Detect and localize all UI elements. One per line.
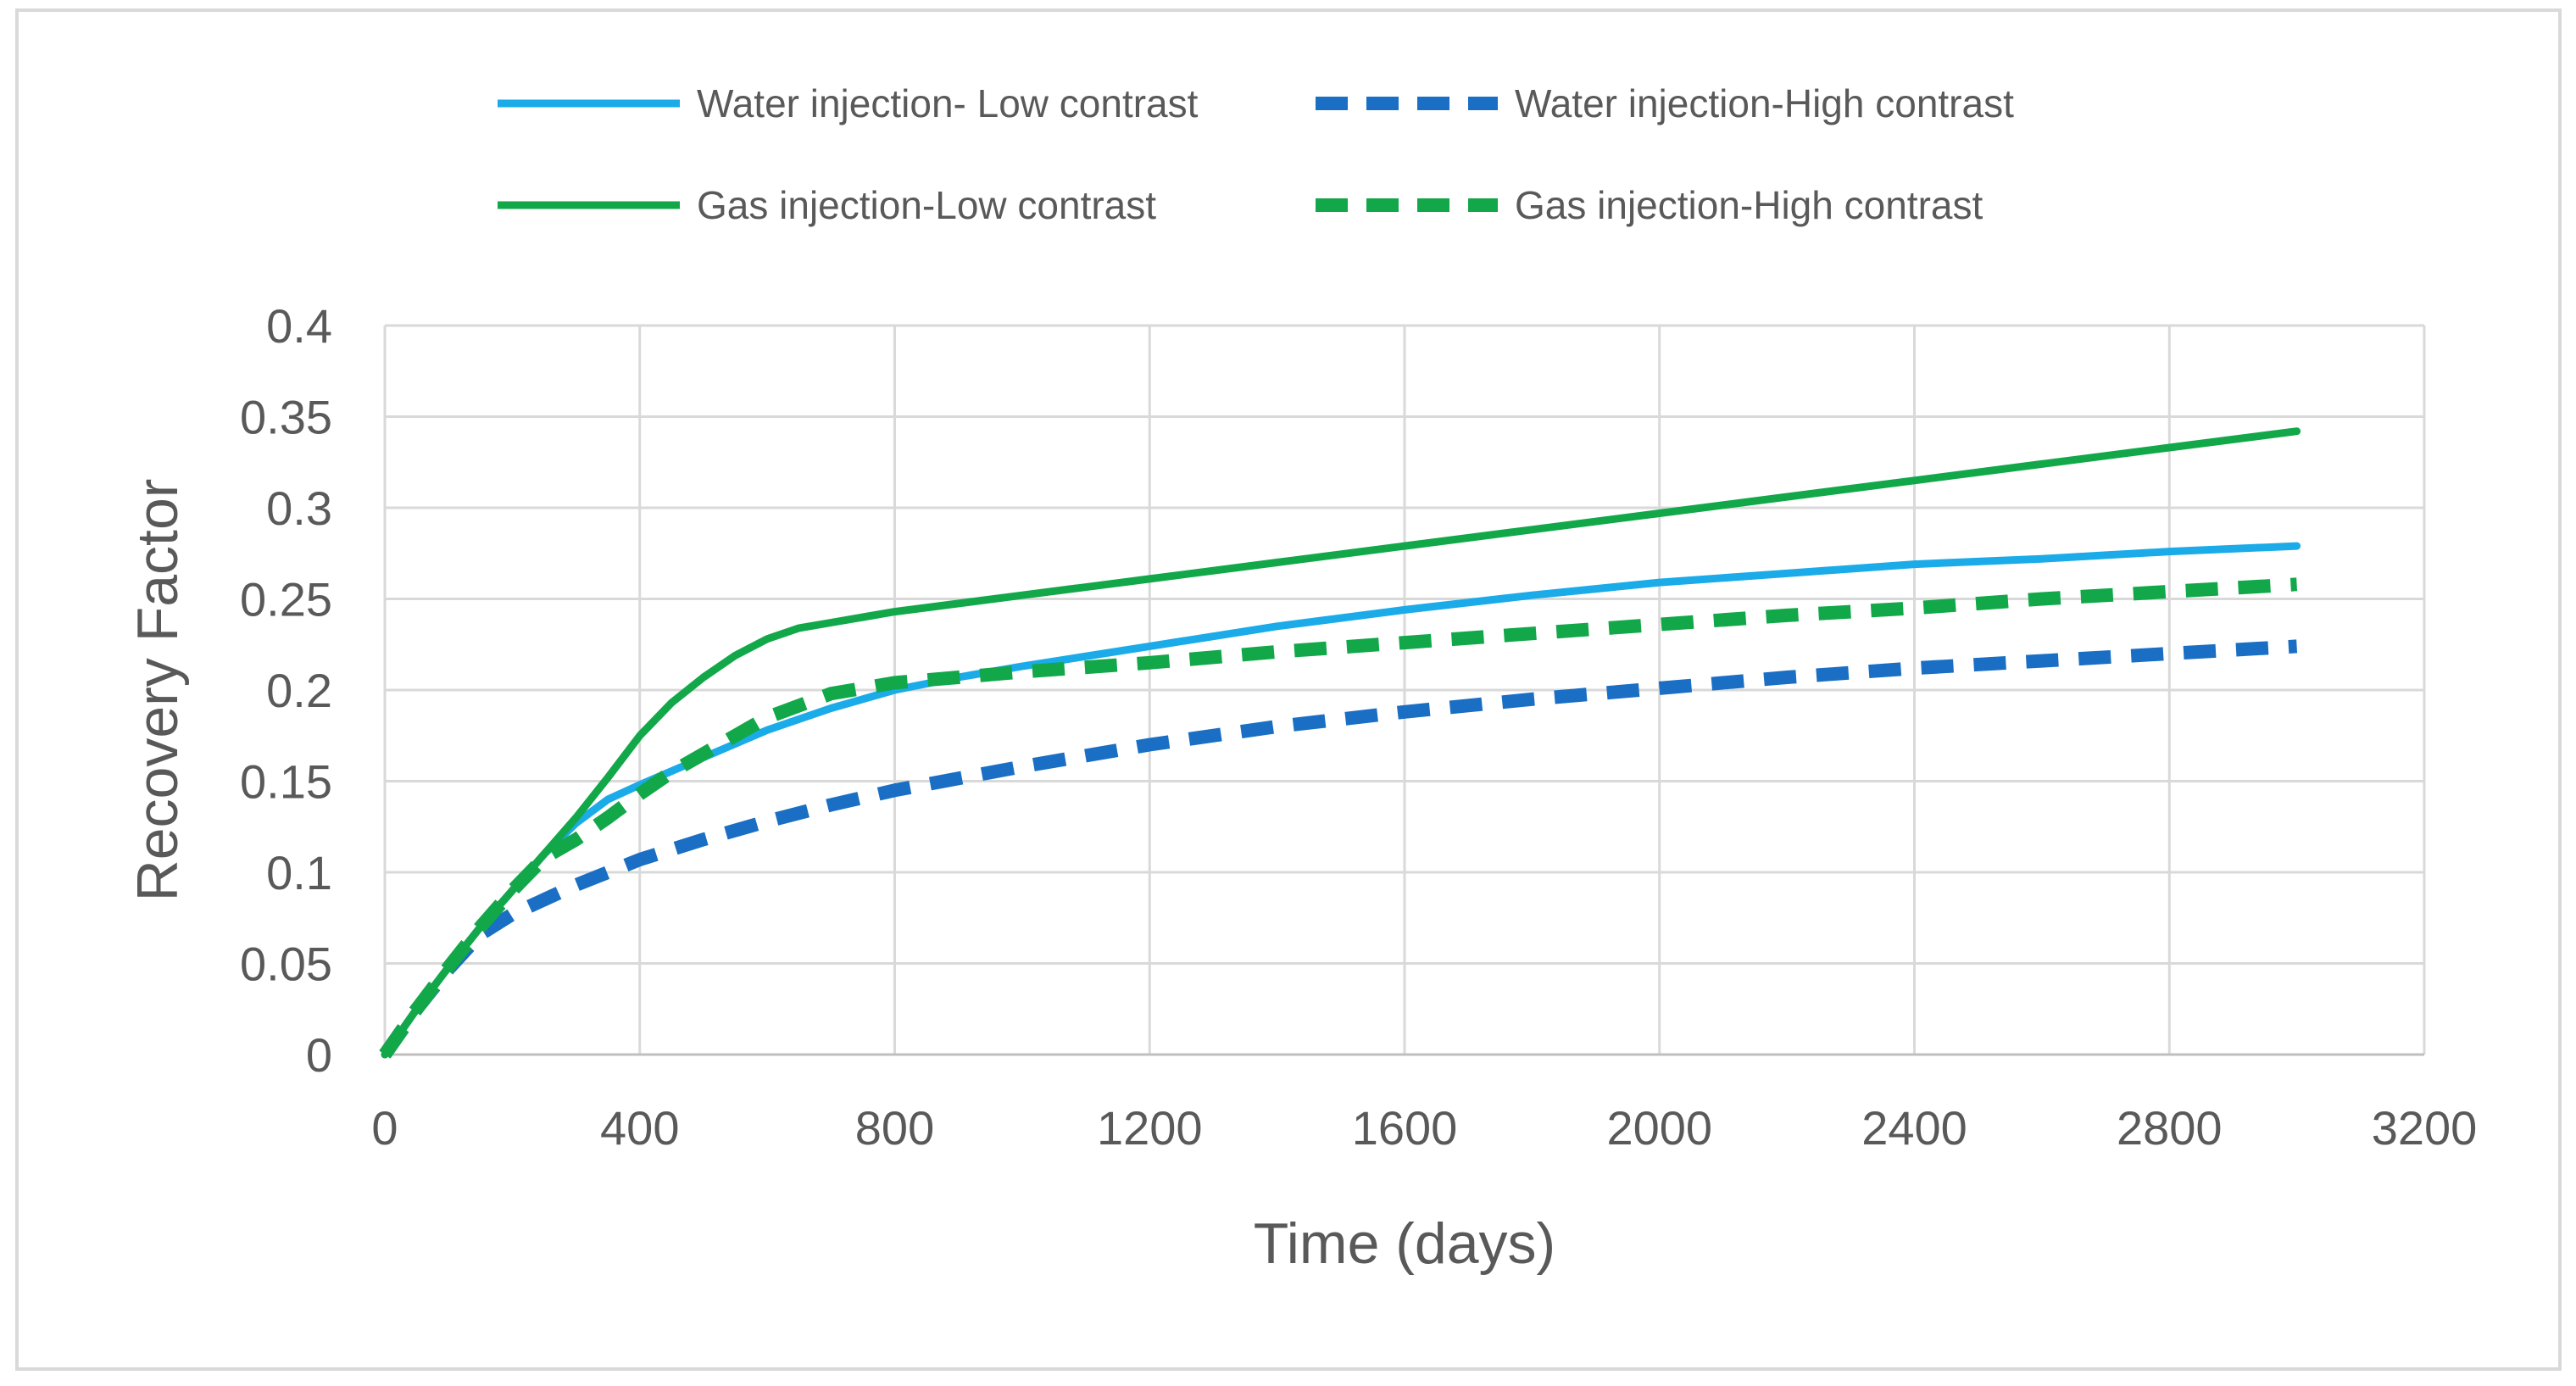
series-line-2: [379, 639, 2298, 1059]
series-line-1: [381, 542, 2301, 1059]
x-tick-label: 3200: [2372, 1101, 2478, 1155]
x-tick-label: 2000: [1606, 1101, 1712, 1155]
x-tick-label: 400: [600, 1101, 679, 1155]
legend-label: Water injection- Low contrast: [697, 81, 1199, 125]
legend-label: Gas injection-High contrast: [1515, 183, 1983, 227]
series-line-3: [381, 427, 2301, 1059]
legend-item-2: Water injection-High contrast: [1316, 81, 2014, 125]
chart-frame: 0 0.05 0.1 0.15 0.2 0.25 0.3 0.35 0.4 0 400 800 1200…: [15, 8, 2562, 1371]
axes: 0 0.05 0.1 0.15 0.2 0.25 0.3 0.35 0.4 0 400 800 1200…: [240, 299, 2477, 1155]
y-tick-label: 0: [306, 1028, 332, 1082]
legend-label: Gas injection-Low contrast: [697, 183, 1156, 227]
legend-item-1: Water injection- Low contrast: [498, 81, 1199, 125]
series-line-4: [379, 577, 2298, 1059]
x-tick-label: 2800: [2117, 1101, 2223, 1155]
x-tick-label: 1200: [1097, 1101, 1203, 1155]
axis-labels: Time (days) Recovery Factor: [125, 479, 1555, 1276]
x-tick-label: 0: [371, 1101, 398, 1155]
legend-item-3: Gas injection-Low contrast: [498, 183, 1156, 227]
legend: Water injection- Low contrast Water injec…: [498, 81, 2014, 227]
x-tick-label: 2400: [1861, 1101, 1967, 1155]
x-tick-label: 800: [855, 1101, 934, 1155]
y-tick-label: 0.25: [240, 573, 332, 626]
y-tick-label: 0.4: [266, 299, 332, 353]
series-lines: [379, 427, 2301, 1059]
y-tick-label: 0.2: [266, 664, 332, 717]
y-axis-title: Recovery Factor: [125, 479, 190, 902]
y-tick-label: 0.15: [240, 755, 332, 809]
y-tick-label: 0.05: [240, 938, 332, 991]
legend-label: Water injection-High contrast: [1515, 81, 2014, 125]
y-tick-label: 0.3: [266, 481, 332, 535]
y-tick-label: 0.1: [266, 846, 332, 899]
x-axis-title: Time (days): [1254, 1211, 1555, 1276]
y-tick-label: 0.35: [240, 391, 332, 444]
legend-item-4: Gas injection-High contrast: [1316, 183, 1983, 227]
x-tick-label: 1600: [1352, 1101, 1458, 1155]
line-chart: 0 0.05 0.1 0.15 0.2 0.25 0.3 0.35 0.4 0 400 800 1200…: [125, 81, 2477, 1276]
